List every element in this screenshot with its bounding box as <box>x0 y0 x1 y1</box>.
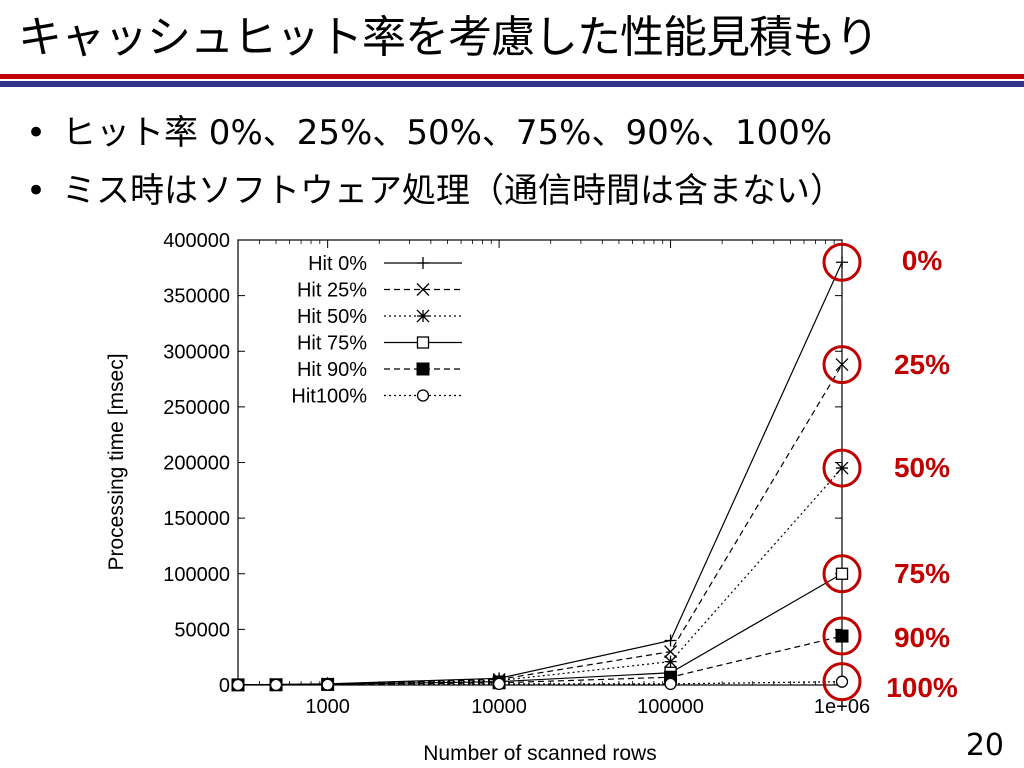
legend-marker <box>416 309 430 323</box>
x-axis-label: Number of scanned rows <box>423 742 656 765</box>
data-point <box>836 256 848 269</box>
bullet-text: ミス時はソフトウェア処理（通信時間は含まない） <box>62 171 844 211</box>
data-point <box>492 677 506 691</box>
title-rule-blue <box>0 81 1024 87</box>
annotation-label: 0% <box>902 245 943 276</box>
y-tick-label: 350000 <box>163 286 230 308</box>
data-point <box>321 678 334 691</box>
x-tick-label: 1000 <box>305 696 350 718</box>
bullet-dot: • <box>26 113 47 153</box>
bullet-item: • ヒット率 0%、25%、50%、75%、90%、100% <box>26 104 844 162</box>
annotation-label: 100% <box>886 672 958 703</box>
data-point <box>664 677 677 691</box>
y-tick-label: 200000 <box>163 453 230 475</box>
series-line <box>237 681 843 686</box>
data-point <box>835 675 849 688</box>
annotation-label: 90% <box>894 622 950 653</box>
page-number: 20 <box>965 728 1004 763</box>
data-point <box>664 645 678 659</box>
bullet-dot: • <box>26 171 47 211</box>
data-point <box>231 678 245 692</box>
y-tick-label: 150000 <box>163 508 230 530</box>
legend-label: Hit100% <box>291 386 367 408</box>
y-tick-label: 300000 <box>163 341 230 363</box>
annotation-label: 25% <box>894 349 950 380</box>
y-tick-label: 0 <box>219 675 230 697</box>
annotation-circle <box>822 616 862 656</box>
x-tick-label: 10000 <box>471 696 527 718</box>
legend-marker <box>416 283 430 296</box>
series-line <box>237 467 843 686</box>
legend-marker <box>416 336 430 349</box>
annotation-circle <box>822 242 862 282</box>
x-tick-label: 100000 <box>637 696 704 718</box>
annotation-circle <box>822 554 862 594</box>
bullet-list: • ヒット率 0%、25%、50%、75%、90%、100% • ミス時はソフトウェ… <box>26 104 844 220</box>
x-tick-label: 1e+06 <box>814 696 870 718</box>
legend-label: Hit 90% <box>297 359 367 381</box>
annotation-circle <box>822 662 862 702</box>
annotation-circle <box>822 448 862 488</box>
series-line <box>237 364 843 686</box>
data-point <box>835 567 849 580</box>
data-point <box>835 461 849 475</box>
data-point <box>664 634 677 647</box>
legend-label: Hit 25% <box>297 280 367 302</box>
data-point <box>269 678 283 692</box>
annotation-circle <box>822 345 862 385</box>
bullet-item: • ミス時はソフトウェア処理（通信時間は含まない） <box>26 162 844 220</box>
legend-marker <box>416 389 430 402</box>
title-rule-red <box>0 74 1024 79</box>
legend-label: Hit 0% <box>308 253 367 275</box>
slide-title: キャッシュヒット率を考慮した性能見積もり <box>18 12 879 63</box>
legend-label: Hit 50% <box>297 306 367 328</box>
annotation-label: 50% <box>894 452 950 483</box>
series-line <box>237 635 843 686</box>
legend-marker <box>417 257 429 269</box>
data-point <box>835 629 849 643</box>
data-point <box>835 358 849 372</box>
legend-label: Hit 75% <box>297 333 367 355</box>
legend-marker <box>416 362 430 376</box>
y-tick-label: 400000 <box>163 230 230 252</box>
bullet-text: ヒット率 0%、25%、50%、75%、90%、100% <box>62 113 833 153</box>
annotation-label: 75% <box>894 558 950 589</box>
data-point <box>664 655 678 669</box>
y-axis-label: Processing time [msec] <box>105 353 128 570</box>
y-tick-label: 100000 <box>163 564 230 586</box>
y-tick-label: 250000 <box>163 397 230 419</box>
y-tick-label: 50000 <box>174 619 230 641</box>
series-line <box>237 573 843 686</box>
